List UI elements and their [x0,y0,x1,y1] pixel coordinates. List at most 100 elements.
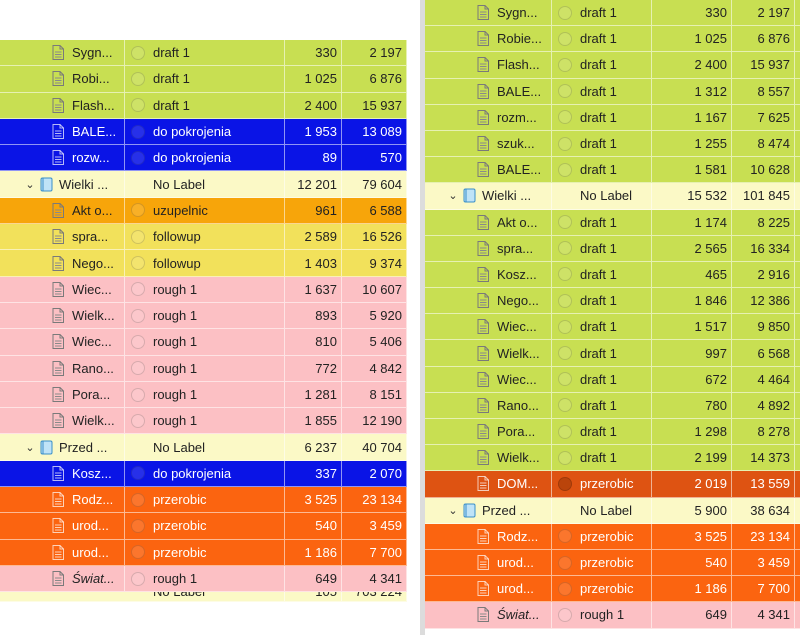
label-cell[interactable]: rough 1 [125,355,285,381]
document-row[interactable]: Nego... followup 1 403 9 374 [0,250,407,277]
document-row[interactable]: Sygn... draft 1 330 2 197 [425,0,800,27]
status-circle-icon[interactable] [558,319,572,334]
document-row[interactable]: Robie... draft 1 1 025 6 876 [425,26,800,53]
folder-row[interactable]: ⌄ Przed ... No Label 6 237 40 704 [0,434,407,461]
left-outline-pane[interactable]: Sygn... draft 1 330 2 197 Robi... draft 1 1 02… [0,0,420,635]
title-cell[interactable]: Flash... [425,52,552,78]
label-cell[interactable]: draft 1 [552,288,652,314]
right-outline-pane[interactable]: Sygn... draft 1 330 2 197 Robie... draft 1 1 0… [425,0,800,635]
document-row[interactable]: Wielk... rough 1 893 5 920 [0,302,407,330]
title-cell[interactable]: BALE... [0,118,125,145]
label-cell[interactable]: draft 1 [552,445,652,471]
status-circle-icon[interactable] [558,31,572,46]
document-row[interactable]: Sygn... draft 1 330 2 197 [0,40,407,67]
label-cell[interactable]: draft 1 [552,392,652,418]
document-row[interactable]: Pora... draft 1 1 298 8 278 [425,419,800,446]
status-circle-icon[interactable] [131,124,145,139]
status-circle-icon[interactable] [131,334,145,349]
label-cell[interactable]: No Label [552,497,652,523]
status-circle-icon[interactable] [131,150,145,165]
label-cell[interactable]: draft 1 [552,0,652,26]
document-row[interactable]: spra... draft 1 2 565 16 334 [425,235,800,262]
status-circle-icon[interactable] [558,241,572,256]
document-row[interactable]: Kosz... do pokrojenia 337 2 070 [0,460,407,488]
title-cell[interactable]: Rodz... [425,523,552,549]
document-row[interactable]: Świat... rough 1 649 4 341 [425,602,800,629]
status-circle-icon[interactable] [131,203,145,218]
status-circle-icon[interactable] [131,518,145,533]
label-cell[interactable]: No Label [125,434,285,460]
label-cell[interactable]: przerobic [125,513,285,539]
title-cell[interactable]: rozw... [0,145,125,171]
label-cell[interactable]: draft 1 [552,209,652,235]
document-row[interactable]: rozm... draft 1 1 167 7 625 [425,104,800,131]
title-cell[interactable]: ⌄ Przed ... [0,434,125,460]
title-cell[interactable]: Nego... [425,288,552,314]
label-cell[interactable]: do pokrojenia [125,145,285,171]
title-cell[interactable]: spra... [0,224,125,250]
status-circle-icon[interactable] [558,84,572,99]
status-circle-icon[interactable] [131,492,145,507]
label-cell[interactable]: draft 1 [552,130,652,157]
document-row[interactable]: Rano... draft 1 780 4 892 [425,392,800,419]
title-cell[interactable]: urod... [425,576,552,602]
label-cell[interactable]: draft 1 [125,40,285,66]
folder-row[interactable]: ⌄ Wielki ... No Label 15 532 101 845 [425,183,800,210]
document-row[interactable]: urod... przerobic 540 3 459 [425,549,800,577]
label-cell[interactable]: draft 1 [552,52,652,78]
document-row[interactable]: Wiec... rough 1 1 637 10 607 [0,276,407,303]
status-circle-icon[interactable] [131,71,145,86]
document-row[interactable]: urod... przerobic 1 186 7 700 [0,539,407,566]
label-cell[interactable]: uzupelnic [125,197,285,224]
label-cell[interactable]: rough 1 [552,602,652,628]
status-circle-icon[interactable] [131,282,145,297]
label-cell[interactable]: rough 1 [125,329,285,355]
status-circle-icon[interactable] [131,466,145,481]
document-row[interactable]: DOM... przerobic 2 019 13 559 [425,471,800,498]
label-cell[interactable]: draft 1 [552,340,652,366]
title-cell[interactable]: Sygn... [0,40,125,66]
status-circle-icon[interactable] [558,215,572,230]
title-cell[interactable]: Wielk... [0,408,125,434]
status-circle-icon[interactable] [558,476,572,491]
chevron-down-icon[interactable]: ⌄ [25,441,35,454]
label-cell[interactable]: draft 1 [552,157,652,183]
title-cell[interactable]: Kosz... [425,261,552,288]
title-cell[interactable]: urod... [0,513,125,539]
document-row[interactable]: Flash... draft 1 2 400 15 937 [425,52,800,79]
title-cell[interactable]: Flash... [0,92,125,118]
document-row[interactable]: spra... followup 2 589 16 526 [0,224,407,251]
status-circle-icon[interactable] [131,413,145,428]
title-cell[interactable]: rozm... [425,104,552,130]
document-row[interactable]: Nego... draft 1 1 846 12 386 [425,288,800,315]
title-cell[interactable]: Pora... [425,419,552,445]
title-cell[interactable]: Wiec... [0,276,125,302]
title-cell[interactable]: Wielk... [425,340,552,366]
label-cell[interactable]: draft 1 [552,419,652,445]
document-row[interactable]: Rodz... przerobic 3 525 23 134 [425,523,800,550]
title-cell[interactable]: Rodz... [0,487,125,513]
label-cell[interactable]: draft 1 [552,104,652,130]
title-cell[interactable]: Sygn... [425,0,552,26]
status-circle-icon[interactable] [558,581,572,596]
status-circle-icon[interactable] [131,308,145,323]
document-row[interactable]: Pora... rough 1 1 281 8 151 [0,381,407,409]
status-circle-icon[interactable] [558,293,572,308]
label-cell[interactable]: rough 1 [125,381,285,408]
title-cell[interactable]: BALE... [425,157,552,183]
title-cell[interactable]: Robi... [0,66,125,92]
status-circle-icon[interactable] [558,372,572,387]
folder-row[interactable]: ⌄ Wielki ... No Label 12 201 79 604 [0,171,407,198]
document-row[interactable]: BALE... draft 1 1 312 8 557 [425,78,800,105]
chevron-down-icon[interactable]: ⌄ [448,504,458,517]
status-circle-icon[interactable] [131,545,145,560]
label-cell[interactable]: przerobic [125,487,285,513]
title-cell[interactable]: Rano... [425,392,552,418]
document-row[interactable]: urod... przerobic 1 186 7 700 [425,576,800,603]
status-circle-icon[interactable] [558,267,572,282]
label-cell[interactable]: przerobic [552,523,652,549]
label-cell[interactable]: No Label [552,183,652,209]
chevron-down-icon[interactable]: ⌄ [25,178,35,191]
label-cell[interactable]: draft 1 [552,235,652,261]
label-cell[interactable]: rough 1 [125,408,285,434]
